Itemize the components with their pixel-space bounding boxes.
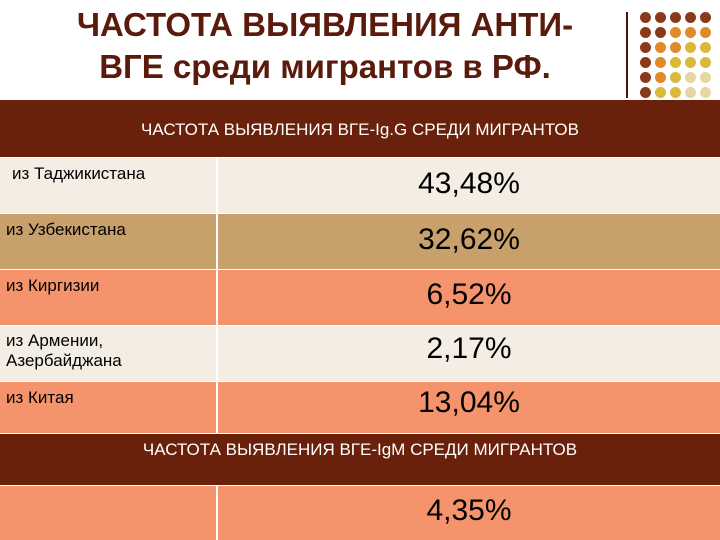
igm-header-row: ЧАСТОТА ВЫЯВЛЕНИЯ ВГЕ-IgM СРЕДИ МИГРАНТО… [0,434,720,486]
page-title: ЧАСТОТА ВЫЯВЛЕНИЯ АНТИ- ВГЕ среди мигран… [0,4,650,88]
decorative-dot [640,87,651,98]
decorative-dot [685,42,696,53]
igm-value: 4,35% [426,494,512,527]
decorative-dot [640,57,651,68]
page-title-line-2: ВГЕ среди мигрантов в РФ. [99,48,551,85]
decorative-dot [700,12,711,23]
decorative-dot [685,72,696,83]
decorative-dot [640,27,651,38]
igg-header-row: ЧАСТОТА ВЫЯВЛЕНИЯ ВГЕ-Ig.G СРЕДИ МИГРАНТ… [0,100,720,158]
title-area: ЧАСТОТА ВЫЯВЛЕНИЯ АНТИ- ВГЕ среди мигран… [0,0,720,100]
column-divider [216,382,218,433]
decorative-dot [670,42,681,53]
decorative-dot [685,27,696,38]
column-divider [216,270,218,325]
column-divider [216,326,218,381]
table-row-china: из Китая 13,04% [0,382,720,434]
igm-value-row: 4,35% [0,486,720,540]
decorative-dot [700,72,711,83]
row-label-azerbaijan: Азербайджана [6,351,122,370]
decorative-dot [640,42,651,53]
frequency-table: ЧАСТОТА ВЫЯВЛЕНИЯ ВГЕ-Ig.G СРЕДИ МИГРАНТ… [0,100,720,540]
decorative-dot [655,27,666,38]
decorative-dot [670,12,681,23]
decorative-dot [640,72,651,83]
row-value-kyrgyzstan: 6,52% [426,278,512,311]
row-value-china: 13,04% [418,386,520,419]
row-value-armenia-azerbaijan: 2,17% [426,332,512,365]
table-row-uzbekistan: из Узбекистана 32,62% [0,214,720,270]
igg-header-text: ЧАСТОТА ВЫЯВЛЕНИЯ ВГЕ-Ig.G СРЕДИ МИГРАНТ… [141,120,579,139]
decorative-dot [655,42,666,53]
table-row-armenia-azerbaijan: из Армении, Азербайджана 2,17% [0,326,720,382]
row-label-tajikistan: из Таджикистана [12,164,146,183]
row-label-kyrgyzstan: из Киргизии [6,276,100,295]
decorative-dot [685,87,696,98]
decorative-dot [670,27,681,38]
decorative-dot [685,12,696,23]
decorative-dot [685,57,696,68]
decorative-dot [700,87,711,98]
decorative-dot [655,12,666,23]
decorative-dot [655,87,666,98]
decorative-dot [655,72,666,83]
row-value-tajikistan: 43,48% [418,167,520,200]
decorative-dot [655,57,666,68]
column-divider [216,486,218,540]
column-divider [216,158,218,213]
igm-header-text: ЧАСТОТА ВЫЯВЛЕНИЯ ВГЕ-IgM СРЕДИ МИГРАНТО… [142,440,578,459]
row-label-armenia-azerbaijan: из Армении, Азербайджана [6,331,122,371]
decorative-dot-grid [640,12,720,100]
row-label-uzbekistan: из Узбекистана [6,220,126,239]
row-label-china: из Китая [6,388,74,407]
row-label-armenia: из Армении, [6,331,104,350]
decorative-dot [700,27,711,38]
table-row-kyrgyzstan: из Киргизии 6,52% [0,270,720,326]
decorative-dot [670,87,681,98]
table-row-tajikistan: из Таджикистана 43,48% [0,158,720,214]
decorative-dot [700,42,711,53]
row-value-uzbekistan: 32,62% [418,223,520,256]
page-title-line-1: ЧАСТОТА ВЫЯВЛЕНИЯ АНТИ- [76,6,574,43]
decorative-dot [670,72,681,83]
decorative-dot [670,57,681,68]
column-divider [216,214,218,269]
decorative-dot [700,57,711,68]
title-divider [626,12,628,98]
decorative-dot [640,12,651,23]
